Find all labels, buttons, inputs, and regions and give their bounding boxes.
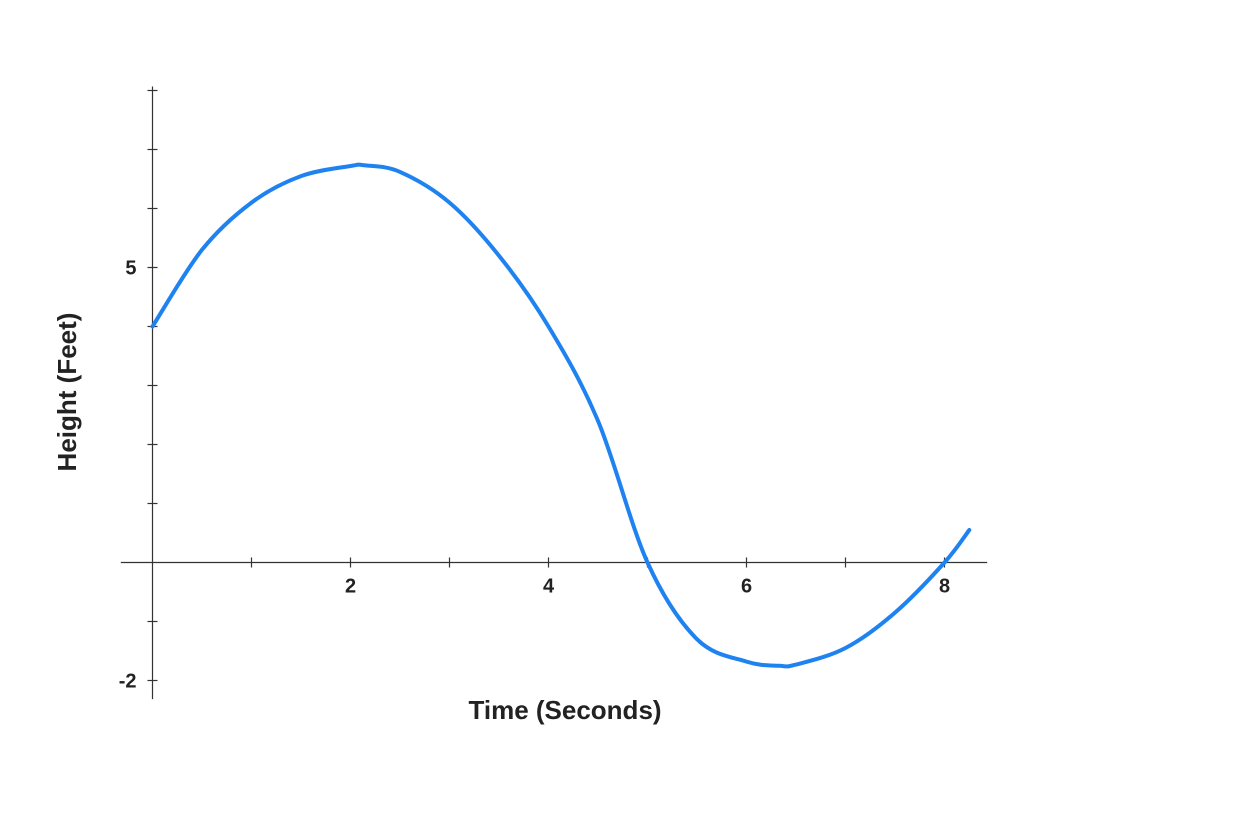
x-tick-label: 2 [345, 576, 356, 598]
y-axis-title: Height (Feet) [52, 313, 82, 472]
series [150, 162, 972, 669]
x-tick-label: 6 [741, 576, 752, 598]
height-curve [150, 162, 972, 669]
tick-labels: 2 4 6 8 5 -2 [119, 258, 950, 693]
y-tick-label: 5 [125, 258, 136, 280]
x-tick-label: 4 [543, 576, 555, 598]
axes [120, 86, 988, 700]
y-tick-label: -2 [119, 671, 137, 693]
x-tick-label: 8 [939, 576, 950, 598]
ticks [147, 89, 946, 682]
x-axis-title: Time (Seconds) [468, 695, 661, 725]
